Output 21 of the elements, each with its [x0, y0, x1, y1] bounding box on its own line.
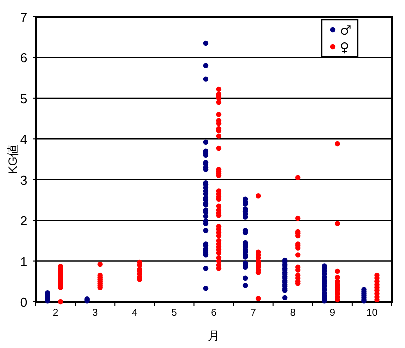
x-tick-label: 9 — [330, 308, 336, 319]
y-tick-label: 1 — [20, 254, 28, 270]
x-tick-label: 3 — [92, 308, 99, 319]
x-tick-label: 2 — [52, 308, 59, 319]
x-tick-label: 10 — [366, 308, 378, 319]
x-tick-label: 7 — [250, 308, 257, 319]
x-tick-label: 6 — [211, 308, 218, 319]
y-tick-label: 3 — [20, 172, 28, 188]
y-tick-label: 5 — [20, 91, 28, 106]
y-tick-label: 0 — [20, 295, 28, 310]
x-tick-label: 4 — [132, 308, 138, 319]
y-axis-title: KG値 — [6, 144, 20, 174]
legend-label: ♂ — [340, 24, 352, 39]
y-tick-label: 7 — [20, 10, 28, 25]
legend-label: ♀ — [340, 41, 350, 56]
x-tick-label: 5 — [172, 308, 178, 319]
x-tick-label: 8 — [290, 308, 296, 319]
y-tick-label: 2 — [20, 214, 28, 229]
y-tick-label: 4 — [20, 132, 28, 148]
y-tick-label: 6 — [20, 50, 28, 66]
x-axis-title: 月 — [208, 329, 220, 343]
